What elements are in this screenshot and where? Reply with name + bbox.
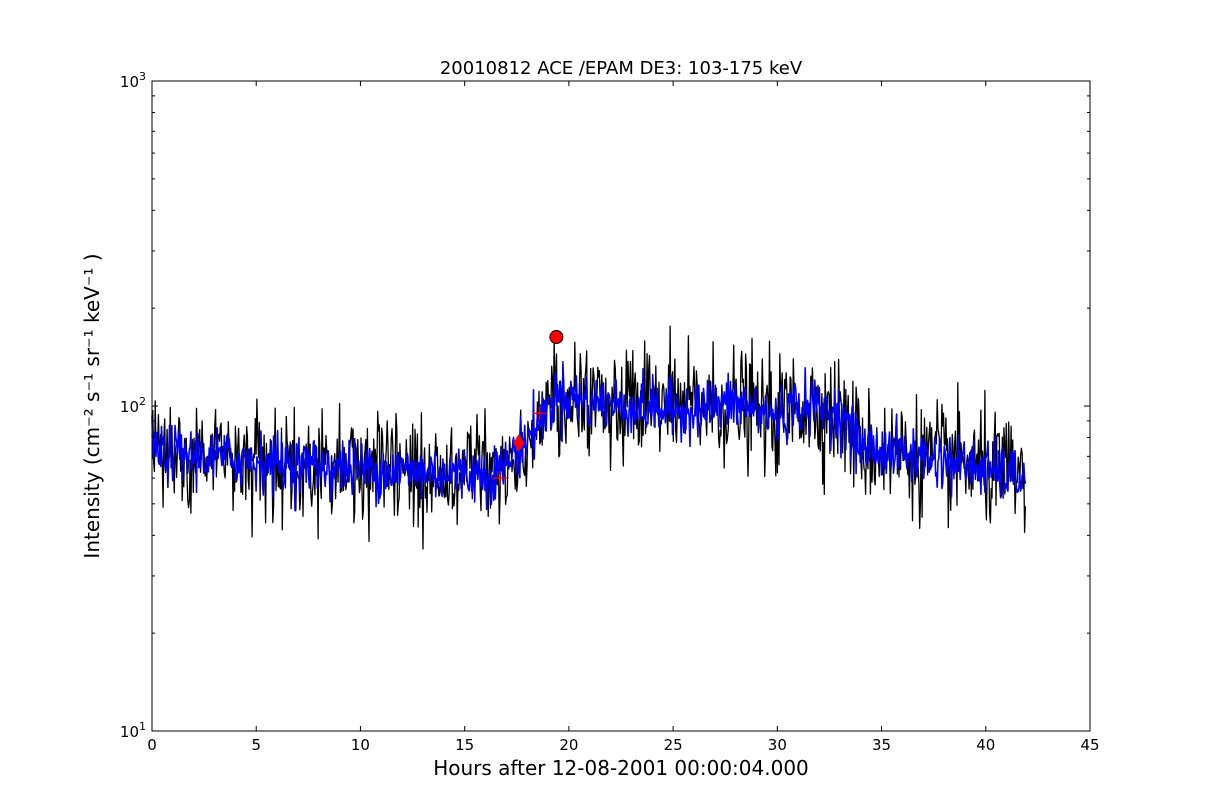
x-tick-label: 15 <box>455 736 474 754</box>
x-tick-label: 25 <box>664 736 683 754</box>
marker-diamond-2 <box>513 433 525 452</box>
x-tick-label: 0 <box>147 736 157 754</box>
y-tick-label: 103 <box>120 70 146 91</box>
x-tick-label: 5 <box>251 736 261 754</box>
x-tick-label: 20 <box>559 736 578 754</box>
x-tick-label: 30 <box>768 736 787 754</box>
x-axis-label: Hours after 12-08-2001 00:00:04.000 <box>433 756 809 780</box>
x-tick-label: 35 <box>872 736 891 754</box>
plot-area <box>151 80 1091 732</box>
marker-circle-4 <box>549 330 564 345</box>
y-axis: 101 102 103 <box>120 70 1090 741</box>
series-group <box>151 325 1027 550</box>
chart-title: 20010812 ACE /EPAM DE3: 103-175 keV <box>440 58 803 79</box>
marker-group <box>493 330 564 486</box>
x-tick-label: 40 <box>976 736 995 754</box>
y-axis-label: Intensity (cm⁻² s⁻¹ sr⁻¹ keV⁻¹ ) <box>80 253 104 558</box>
marker-plus-3 <box>532 406 547 421</box>
y-tick-label: 101 <box>120 720 146 741</box>
x-tick-label: 10 <box>351 736 370 754</box>
y-tick-label: 102 <box>120 395 146 416</box>
marker-plus-1 <box>493 471 508 486</box>
x-axis: 0 5 10 15 20 25 30 35 40 45 <box>147 81 1100 754</box>
x-tick-label: 45 <box>1080 736 1099 754</box>
series-line-2 <box>151 363 1027 512</box>
